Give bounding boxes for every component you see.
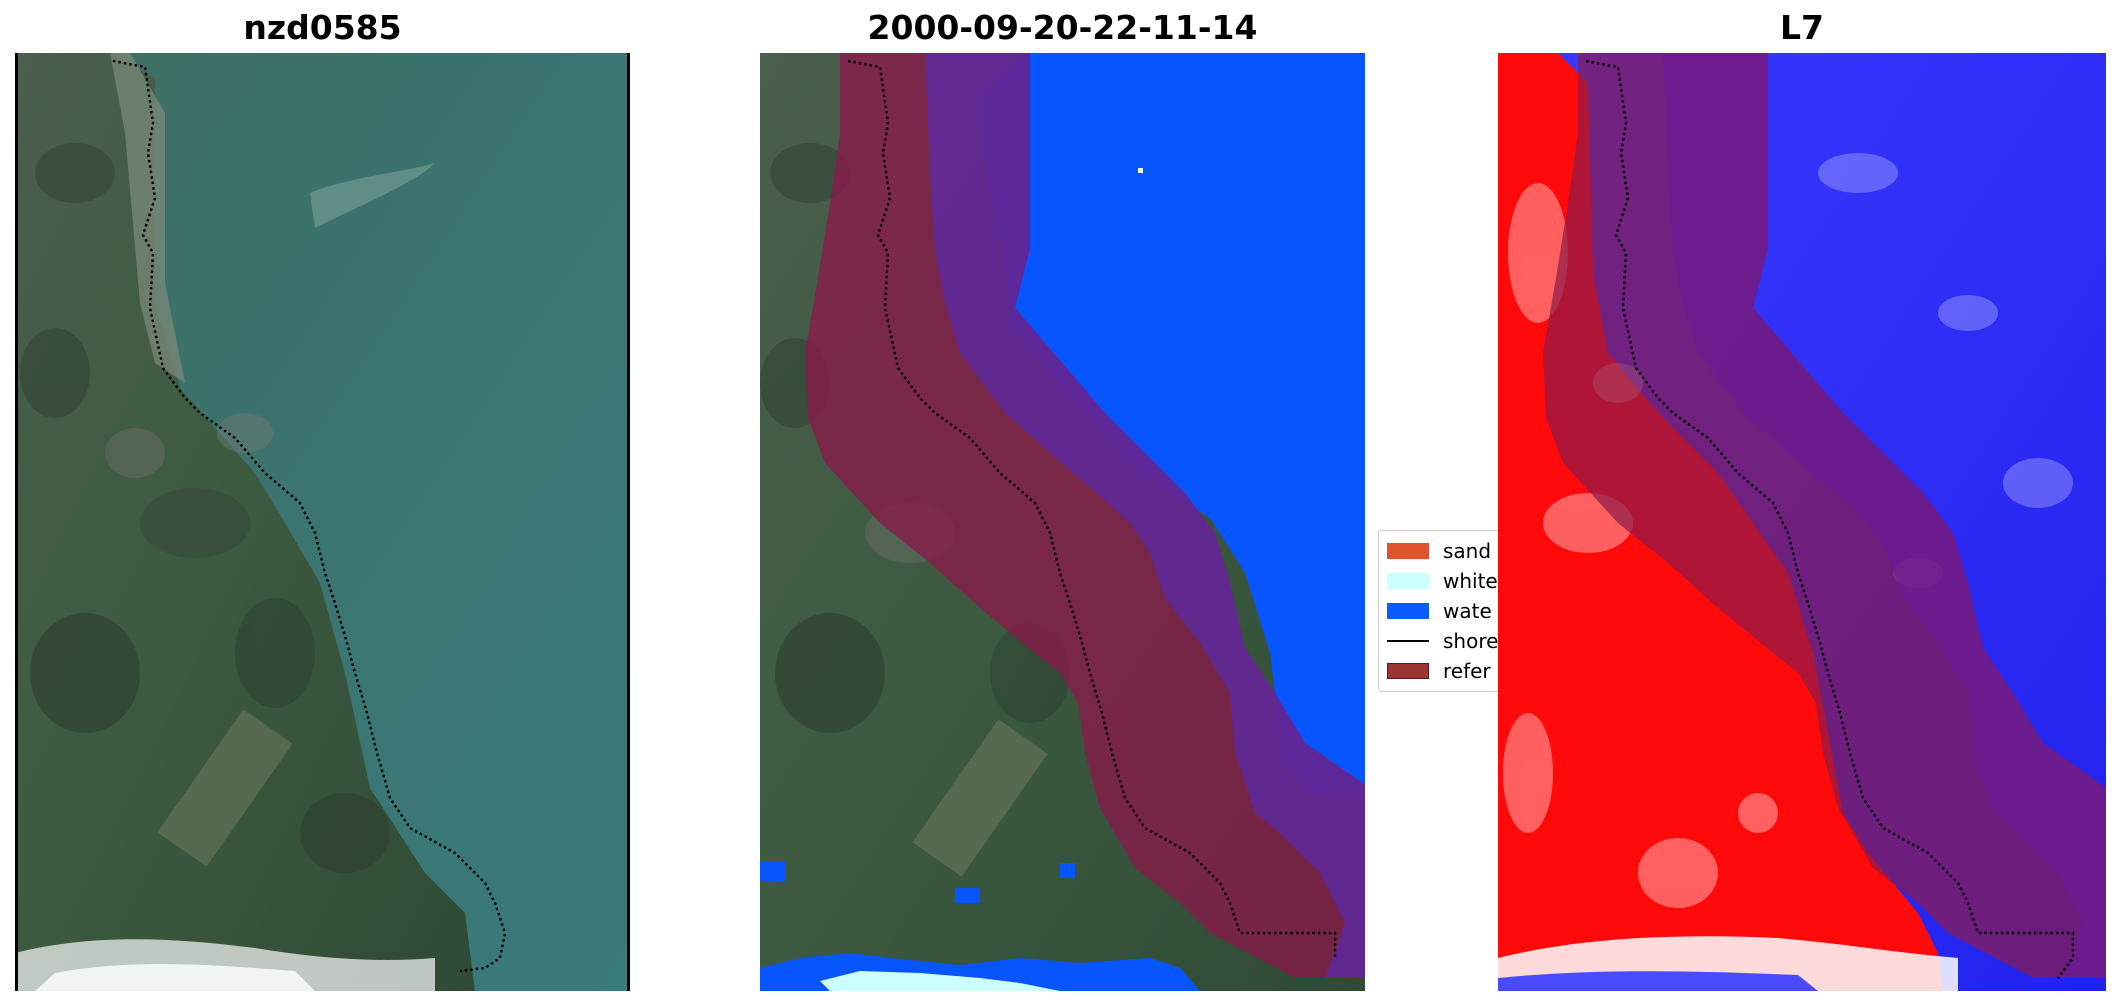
index-image — [1498, 53, 2106, 991]
shoreline-line — [1585, 59, 2075, 979]
panel-title-index: L7 — [1780, 8, 1824, 47]
classification-panel — [760, 53, 1365, 991]
legend-swatch-sand — [1387, 543, 1429, 559]
legend-line-shoreline — [1387, 640, 1429, 642]
legend-item-white-water: white — [1387, 568, 1498, 594]
panel-title-image: nzd0585 — [243, 8, 402, 47]
legend-item-reference: refer — [1387, 658, 1491, 684]
shoreline-line — [112, 59, 507, 973]
legend-label: white — [1443, 569, 1498, 593]
legend: sand white wate shore refer — [1378, 530, 1520, 692]
legend-swatch-reference — [1387, 663, 1429, 679]
rgb-image-panel — [15, 53, 630, 991]
legend-swatch-white-water — [1387, 573, 1429, 589]
rgb-image — [15, 53, 630, 991]
classification-image — [760, 53, 1365, 991]
legend-label: wate — [1443, 599, 1492, 623]
legend-item-sand: sand — [1387, 538, 1491, 564]
water-class-region — [982, 53, 1365, 793]
legend-item-shoreline: shore — [1387, 628, 1498, 654]
shoreline-line — [847, 59, 1337, 958]
panel-title-classification: 2000-09-20-22-11-14 — [867, 8, 1258, 47]
legend-label: refer — [1443, 659, 1491, 683]
index-panel — [1498, 53, 2106, 991]
legend-label: shore — [1443, 629, 1499, 653]
legend-item-water: wate — [1387, 598, 1492, 624]
legend-label: sand — [1443, 539, 1492, 563]
legend-swatch-water — [1387, 603, 1429, 619]
